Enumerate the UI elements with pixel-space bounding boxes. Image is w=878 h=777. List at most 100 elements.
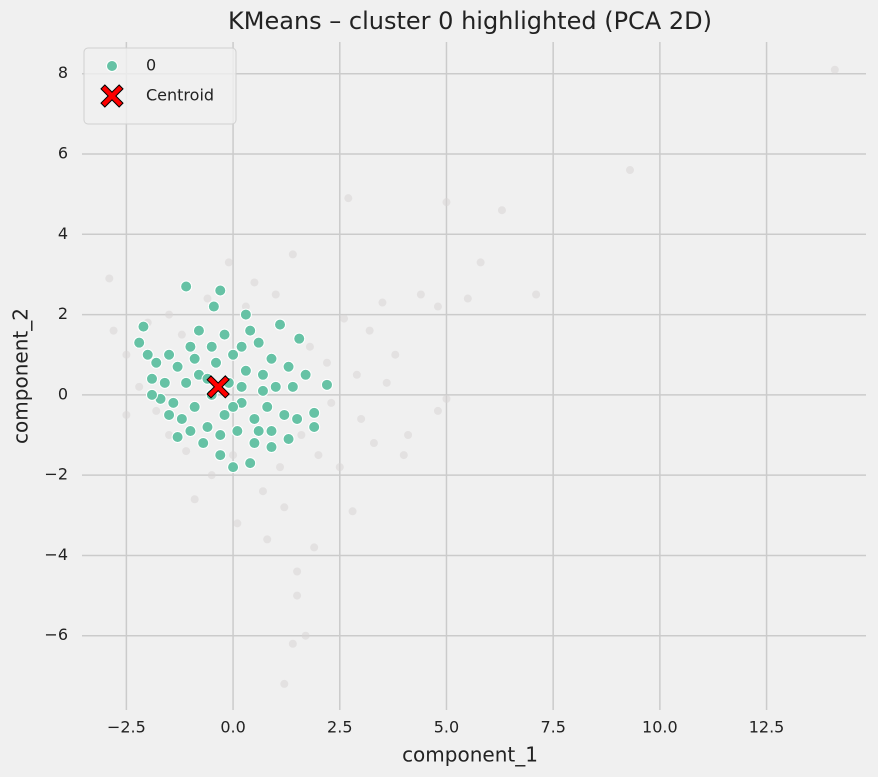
legend-box — [83, 47, 237, 125]
point — [158, 376, 171, 389]
point — [442, 394, 451, 403]
point — [335, 463, 344, 472]
point — [308, 406, 321, 419]
point — [327, 398, 336, 407]
point — [180, 376, 193, 389]
point — [404, 431, 413, 440]
point — [433, 406, 442, 415]
point — [227, 400, 240, 413]
point — [184, 340, 197, 353]
point — [177, 330, 186, 339]
point — [293, 591, 302, 600]
point — [399, 451, 408, 460]
point — [497, 206, 506, 215]
point — [278, 408, 291, 421]
legend-label: 0 — [146, 56, 156, 75]
point — [122, 350, 131, 359]
point — [188, 400, 201, 413]
point — [165, 431, 174, 440]
point — [105, 274, 114, 283]
point — [476, 258, 485, 267]
point — [276, 463, 285, 472]
point — [344, 194, 353, 203]
point — [150, 356, 163, 369]
y-tick-label: 4 — [58, 224, 68, 243]
point — [314, 451, 323, 460]
point — [248, 412, 261, 425]
point — [308, 420, 321, 433]
point — [152, 406, 161, 415]
x-tick-label: 0.0 — [220, 718, 245, 737]
x-tick-label: 10.0 — [642, 718, 678, 737]
point — [163, 408, 176, 421]
y-tick-label: 6 — [58, 144, 68, 163]
point — [171, 360, 184, 373]
point — [433, 302, 442, 311]
point — [163, 348, 176, 361]
point — [271, 290, 280, 299]
point — [280, 679, 289, 688]
point — [286, 380, 299, 393]
point — [135, 382, 144, 391]
x-tick-label: 2.5 — [327, 718, 352, 737]
point — [227, 348, 240, 361]
point — [305, 342, 314, 351]
point — [265, 424, 278, 437]
point — [532, 290, 541, 299]
point — [229, 451, 238, 460]
point — [192, 324, 205, 337]
point — [391, 350, 400, 359]
point — [288, 250, 297, 259]
point — [190, 495, 199, 504]
point — [231, 424, 244, 437]
point — [201, 420, 214, 433]
point — [293, 567, 302, 576]
point — [250, 278, 259, 287]
point — [248, 437, 261, 450]
point — [288, 639, 297, 648]
point — [340, 314, 349, 323]
point — [224, 258, 233, 267]
point — [463, 294, 472, 303]
legend-label: Centroid — [146, 86, 214, 105]
x-tick-label: −2.5 — [107, 718, 146, 737]
point — [188, 352, 201, 365]
point — [184, 424, 197, 437]
chart-title: KMeans – cluster 0 highlighted (PCA 2D) — [228, 7, 712, 35]
y-tick-label: 2 — [58, 304, 68, 323]
x-tick-label: 12.5 — [749, 718, 785, 737]
centroid-marker — [206, 375, 230, 399]
point — [218, 408, 231, 421]
point — [320, 378, 333, 391]
point — [282, 433, 295, 446]
point — [263, 535, 272, 544]
point — [830, 65, 839, 74]
point — [369, 439, 378, 448]
point — [182, 447, 191, 456]
point — [137, 320, 150, 333]
point — [171, 431, 184, 444]
point — [291, 412, 304, 425]
point — [239, 308, 252, 321]
point — [310, 543, 319, 552]
point — [207, 300, 220, 313]
point — [365, 326, 374, 335]
point — [235, 380, 248, 393]
point — [165, 310, 174, 319]
legend-marker — [100, 84, 124, 108]
point — [207, 471, 216, 480]
point — [203, 294, 212, 303]
point — [210, 356, 223, 369]
point — [265, 352, 278, 365]
legend-marker — [106, 60, 118, 72]
point — [218, 328, 231, 341]
point — [293, 332, 306, 345]
point — [301, 631, 310, 640]
point — [269, 380, 282, 393]
point — [244, 457, 257, 470]
y-axis-label: component_2 — [9, 308, 33, 444]
point — [244, 324, 257, 337]
point — [175, 412, 188, 425]
point — [378, 298, 387, 307]
